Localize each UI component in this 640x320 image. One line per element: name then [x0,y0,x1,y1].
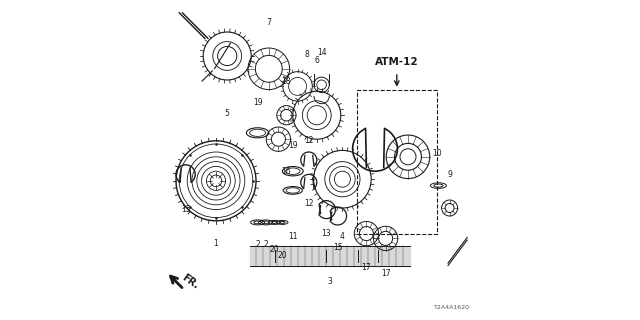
Text: 2: 2 [255,240,260,249]
Text: 11: 11 [288,232,298,241]
Text: 17: 17 [362,263,371,272]
Text: 13: 13 [321,229,332,238]
Text: 19: 19 [253,98,262,107]
Text: 3: 3 [327,277,332,286]
Text: ATM-12: ATM-12 [375,57,419,68]
Text: 6: 6 [314,56,319,65]
Text: 9: 9 [447,170,452,179]
Text: 2: 2 [263,240,268,249]
Text: 19: 19 [288,141,298,150]
Bar [357,90,437,234]
Text: FR.: FR. [180,272,201,291]
Text: 12: 12 [304,199,314,208]
Text: T2A4A1620: T2A4A1620 [435,305,470,310]
Text: 5: 5 [225,109,230,118]
Text: 12: 12 [304,136,314,145]
Text: 1: 1 [214,239,218,248]
Text: 20: 20 [269,245,280,254]
Text: 16: 16 [282,167,291,176]
Text: 7: 7 [266,18,271,27]
Text: 15: 15 [333,244,342,252]
Text: 8: 8 [305,50,310,59]
Text: 18: 18 [282,77,291,86]
Text: 10: 10 [432,149,442,158]
Text: 17: 17 [381,269,390,278]
Text: 4: 4 [340,232,345,241]
Text: 20: 20 [277,252,287,260]
Text: 15: 15 [180,205,191,214]
Text: 14: 14 [317,48,326,57]
